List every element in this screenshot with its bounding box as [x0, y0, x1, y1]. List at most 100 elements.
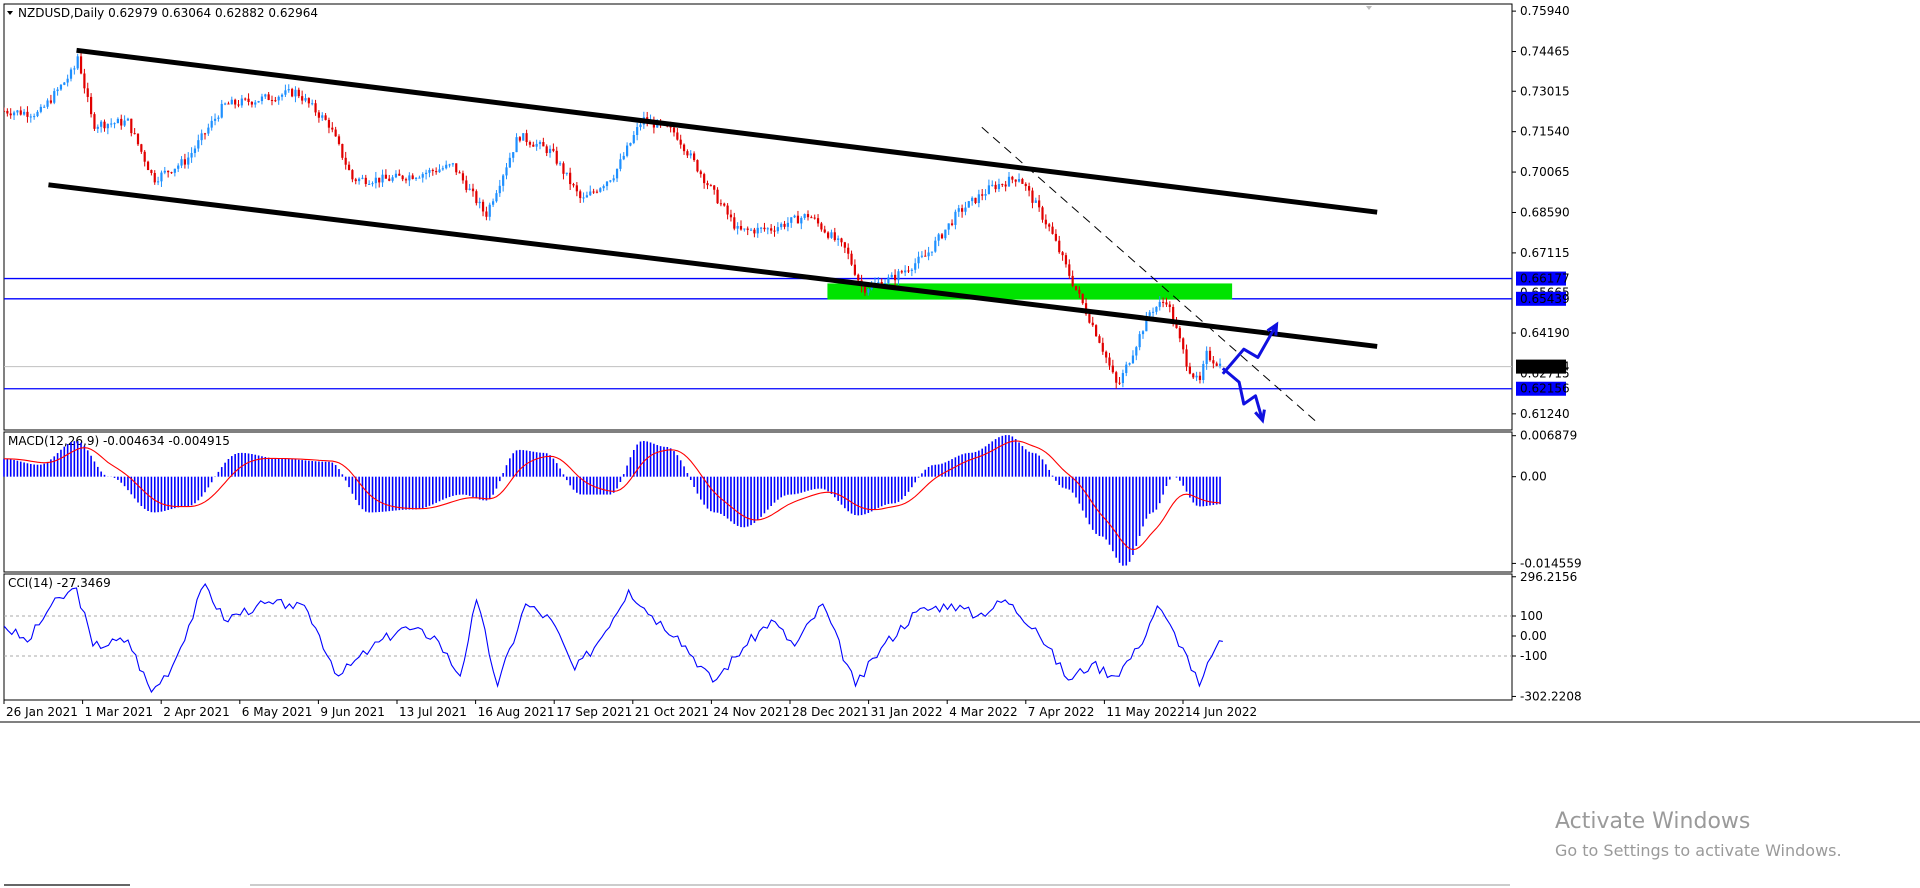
candle-body-251 [843, 242, 846, 248]
candle-body-53 [180, 159, 183, 166]
candle-body-21 [73, 68, 76, 70]
candle-body-81 [274, 100, 277, 102]
candle-body-340 [1141, 331, 1145, 335]
candle-body-145 [488, 204, 491, 217]
candle-body-210 [706, 183, 709, 186]
candle-body-255 [857, 274, 860, 281]
candle-body-257 [863, 286, 867, 293]
candle-body-153 [515, 137, 518, 153]
candle-body-135 [455, 163, 458, 173]
candle-body-148 [498, 185, 501, 194]
candle-body-4 [16, 110, 19, 113]
candle-body-175 [589, 191, 592, 196]
candle-body-119 [401, 175, 404, 180]
watermark-title: Activate Windows [1555, 809, 1750, 834]
cci-tick-label-4: -302.2208 [1520, 689, 1582, 703]
date-tick-label-2: 2 Apr 2021 [163, 705, 230, 719]
candle-body-241 [810, 217, 813, 219]
candle-body-229 [770, 228, 773, 231]
candle-body-110 [371, 183, 374, 185]
candle-body-354 [1188, 366, 1191, 374]
candle-body-156 [525, 133, 528, 143]
candle-body-39 [133, 133, 136, 135]
candle-body-294 [987, 185, 990, 195]
watermark-subtitle: Go to Settings to activate Windows. [1555, 841, 1842, 860]
candle-body-160 [538, 142, 542, 144]
candle-body-142 [478, 201, 481, 204]
candle-body-48 [163, 170, 166, 173]
candle-body-144 [485, 211, 488, 217]
candle-body-325 [1091, 322, 1094, 326]
price-tick-label-6: 0.67115 [1520, 246, 1570, 260]
candle-body-279 [937, 234, 940, 241]
candle-body-331 [1111, 365, 1114, 373]
candle-body-281 [944, 229, 947, 239]
candle-body-75 [254, 102, 257, 105]
pane-frame-3 [3, 573, 1513, 701]
candle-body-16 [56, 89, 59, 92]
candle-body-227 [763, 227, 766, 230]
candle-body-174 [585, 195, 588, 198]
candle-body-348 [1168, 304, 1171, 307]
candle-body-14 [49, 100, 52, 103]
candle-body-28 [96, 126, 99, 129]
candle-body-64 [217, 117, 220, 119]
candle-body-78 [264, 94, 267, 97]
candle-body-267 [897, 271, 900, 281]
candle-body-289 [971, 197, 974, 202]
candle-body-264 [887, 277, 890, 284]
candle-body-113 [381, 174, 384, 183]
candle-body-162 [545, 146, 548, 154]
candle-body-96 [324, 115, 327, 120]
price-tick-label-8: 0.61240 [1520, 407, 1570, 421]
candle-body-223 [749, 229, 753, 231]
candle-body-276 [927, 252, 930, 257]
candle-body-199 [669, 126, 672, 128]
candle-body-211 [709, 185, 712, 187]
candle-body-55 [187, 157, 190, 165]
candle-body-20 [69, 69, 73, 79]
candle-body-130 [438, 169, 441, 173]
candle-body-182 [612, 178, 615, 181]
cci-line [4, 582, 1223, 694]
candle-body-184 [619, 159, 622, 169]
candle-body-45 [153, 173, 156, 183]
candle-body-51 [173, 168, 176, 173]
candle-body-239 [803, 214, 806, 218]
candle-body-32 [110, 123, 113, 125]
date-tick-label-9: 24 Nov 2021 [713, 705, 790, 719]
candle-body-6 [23, 111, 26, 115]
candle-body-99 [334, 129, 337, 137]
candle-body-152 [512, 152, 515, 158]
candle-body-337 [1131, 355, 1135, 364]
candle-body-226 [760, 227, 763, 229]
price-tag-label-2: 0.62964 [1520, 360, 1570, 374]
candle-body-139 [468, 188, 471, 190]
candle-body-284 [954, 211, 957, 225]
price-tag-box-3 [1516, 381, 1566, 396]
candle-body-297 [997, 184, 1001, 190]
candle-body-341 [1145, 315, 1148, 332]
candle-body-225 [756, 227, 759, 234]
candle-body-233 [783, 223, 786, 227]
cci-tick-label-1: 100 [1520, 609, 1543, 623]
candle-body-171 [575, 185, 578, 192]
candle-body-95 [321, 115, 324, 118]
candle-body-245 [823, 229, 826, 233]
projection-bullish [1221, 323, 1278, 375]
candle-body-85 [287, 89, 290, 91]
candle-body-313 [1051, 226, 1054, 234]
candle-body-319 [1071, 275, 1074, 286]
candle-body-237 [796, 215, 800, 224]
candle-body-201 [676, 132, 679, 140]
candle-body-1 [6, 110, 9, 114]
candle-body-161 [542, 142, 545, 147]
candle-body-333 [1118, 382, 1121, 384]
pane-frame-2 [3, 431, 1513, 573]
candle-body-301 [1011, 176, 1014, 180]
price-tag-box-0 [1516, 271, 1566, 286]
candle-body-25 [86, 88, 89, 97]
dropdown-triangle-icon [7, 11, 13, 15]
candle-body-3 [12, 112, 16, 116]
